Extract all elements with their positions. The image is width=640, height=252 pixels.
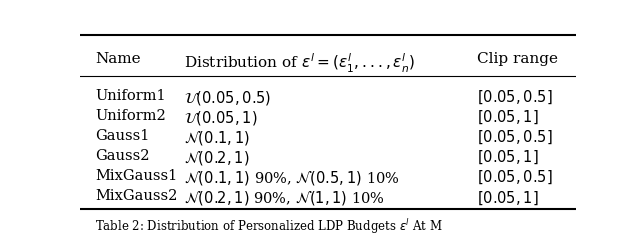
Text: Uniform1: Uniform1 <box>95 88 166 102</box>
Text: Gauss1: Gauss1 <box>95 129 149 142</box>
Text: $\mathcal{U}(0.05, 0.5)$: $\mathcal{U}(0.05, 0.5)$ <box>184 88 271 106</box>
Text: $\mathcal{N}(0.1, 1)$: $\mathcal{N}(0.1, 1)$ <box>184 129 250 146</box>
Text: $\mathcal{U}(0.05, 1)$: $\mathcal{U}(0.05, 1)$ <box>184 108 257 126</box>
Text: $[0.05, 0.5]$: $[0.05, 0.5]$ <box>477 129 552 146</box>
Text: $[0.05, 0.5]$: $[0.05, 0.5]$ <box>477 168 552 186</box>
Text: $[0.05, 1]$: $[0.05, 1]$ <box>477 148 538 166</box>
Text: Distribution of $\epsilon^l = (\epsilon_1^l,...,\epsilon_n^l)$: Distribution of $\epsilon^l = (\epsilon_… <box>184 52 415 75</box>
Text: MixGauss1: MixGauss1 <box>95 168 177 182</box>
Text: MixGauss2: MixGauss2 <box>95 188 177 202</box>
Text: $[0.05, 1]$: $[0.05, 1]$ <box>477 108 538 126</box>
Text: $\mathcal{N}(0.1, 1)$ 90%, $\mathcal{N}(0.5, 1)$ 10%: $\mathcal{N}(0.1, 1)$ 90%, $\mathcal{N}(… <box>184 168 400 186</box>
Text: $[0.05, 1]$: $[0.05, 1]$ <box>477 188 538 206</box>
Text: Table 2: Distribution of Personalized LDP Budgets $\epsilon^l$ At M: Table 2: Distribution of Personalized LD… <box>95 216 443 235</box>
Text: $\mathcal{N}(0.2, 1)$: $\mathcal{N}(0.2, 1)$ <box>184 148 250 166</box>
Text: $\mathcal{N}(0.2, 1)$ 90%, $\mathcal{N}(1, 1)$ 10%: $\mathcal{N}(0.2, 1)$ 90%, $\mathcal{N}(… <box>184 188 385 206</box>
Text: Name: Name <box>95 52 141 66</box>
Text: Clip range: Clip range <box>477 52 558 66</box>
Text: $[0.05, 0.5]$: $[0.05, 0.5]$ <box>477 88 552 106</box>
Text: Uniform2: Uniform2 <box>95 108 166 122</box>
Text: Gauss2: Gauss2 <box>95 148 149 162</box>
